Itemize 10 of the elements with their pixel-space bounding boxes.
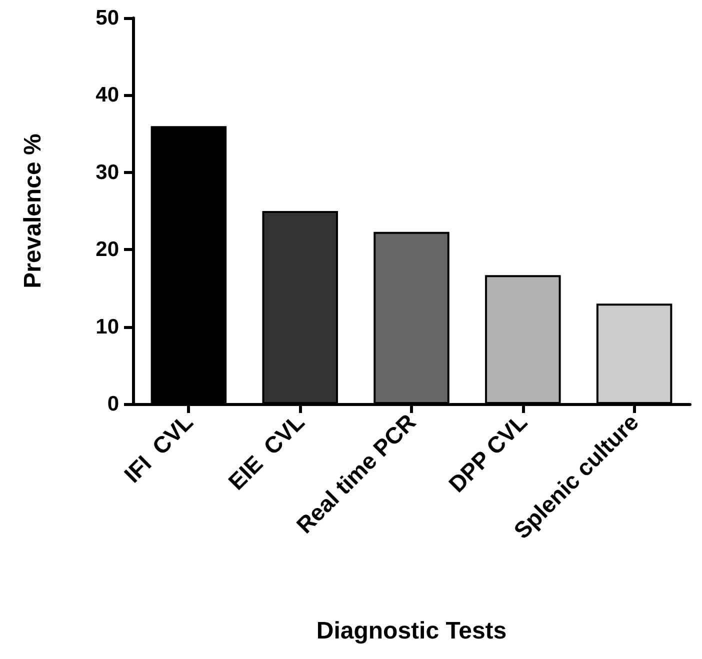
y-axis-title: Prevalence % (20, 134, 46, 288)
x-tick-label: EIE CVL (223, 408, 310, 495)
y-tick-label: 40 (96, 84, 119, 107)
y-tick-label: 20 (96, 238, 119, 262)
y-tick-label: 30 (96, 160, 119, 184)
y-tick-label: 10 (96, 315, 119, 338)
y-tick-label: 50 (96, 6, 119, 30)
x-tick-label: IFI CVL (119, 408, 198, 488)
x-axis-title: Diagnostic Tests (316, 618, 507, 644)
y-tick-label: 0 (107, 392, 119, 416)
